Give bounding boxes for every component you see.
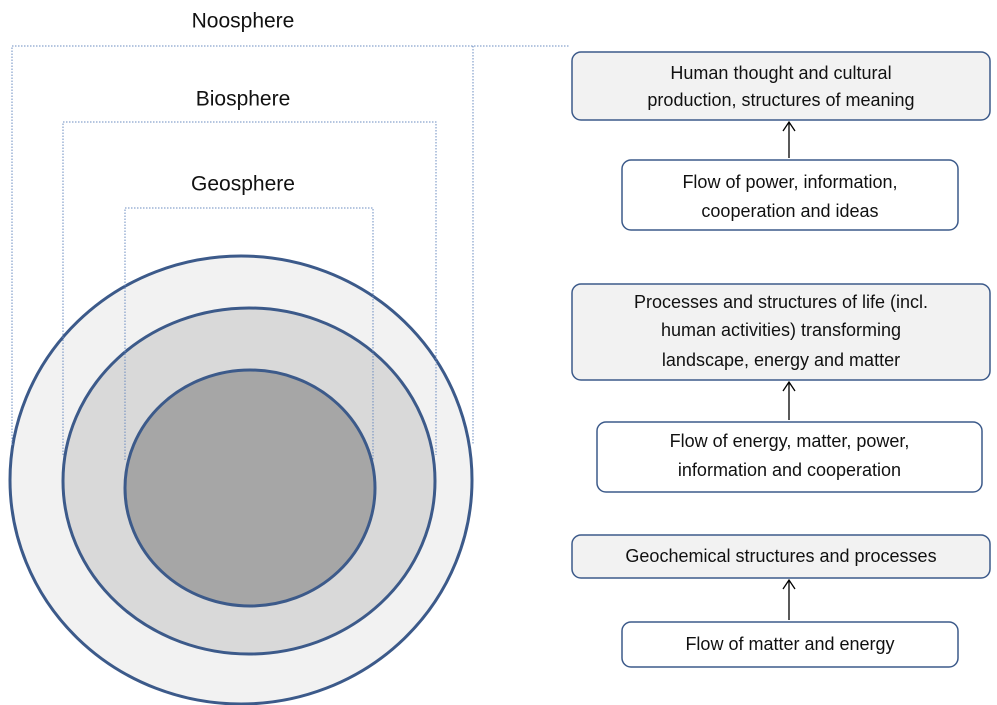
box: [571, 534, 991, 579]
box: [596, 421, 983, 493]
box-text: production, structures of meaning: [647, 90, 914, 110]
box-text: information and cooperation: [678, 460, 901, 480]
box-text: human activities) transforming: [661, 320, 901, 340]
arrow: [782, 120, 796, 158]
biosphere-bracket: [62, 121, 437, 455]
box: [621, 159, 959, 231]
geosphere-bracket: [124, 207, 374, 460]
arrows: [782, 120, 796, 620]
arrow: [782, 578, 796, 620]
box-text: cooperation and ideas: [701, 201, 878, 221]
box-text: Human thought and cultural: [670, 63, 891, 83]
box-text: Flow of energy, matter, power,: [670, 431, 910, 451]
box-text: Geochemical structures and processes: [625, 546, 936, 566]
box: [571, 51, 991, 121]
box: [621, 621, 959, 668]
box-text: Processes and structures of life (incl.: [634, 292, 928, 312]
box-text: Flow of power, information,: [682, 172, 897, 192]
arrow: [782, 380, 796, 420]
sphere-label: Biosphere: [196, 88, 291, 111]
sphere-label: Geosphere: [191, 173, 295, 196]
box-text: Flow of matter and energy: [685, 634, 894, 654]
box: [571, 283, 991, 381]
sphere-brackets: [11, 45, 570, 460]
sphere-label: Noosphere: [192, 10, 295, 33]
inner-circle: [123, 368, 377, 608]
noosphere-bracket: [11, 45, 570, 445]
box-text: landscape, energy and matter: [662, 350, 900, 370]
